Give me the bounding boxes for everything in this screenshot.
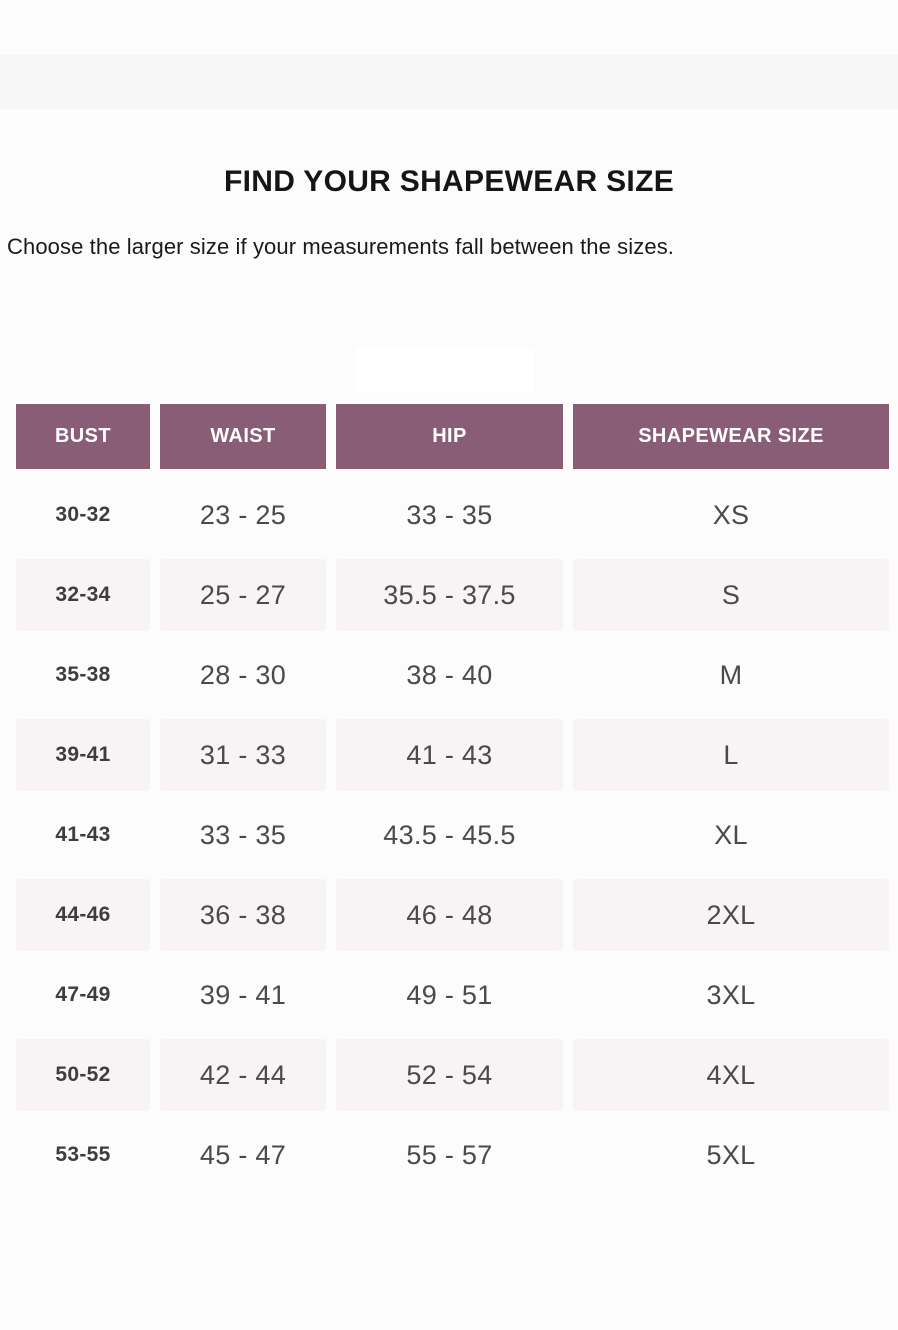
bust-cell: 53-55 [55,1143,111,1166]
table-row: 30-32 23 - 25 33 - 35 XS [16,475,889,555]
bust-cell: 30-32 [55,503,111,526]
background-band [0,55,898,109]
waist-cell: 23 - 25 [199,499,287,530]
waist-cell: 39 - 41 [199,979,287,1010]
size-cell: XS [712,499,750,530]
bust-cell: 32-34 [16,555,150,635]
waist-cell: 42 - 44 [160,1035,326,1115]
background-patch [356,348,534,392]
size-cell: S [573,555,889,635]
waist-cell: 36 - 38 [160,875,326,955]
hip-cell: 52 - 54 [336,1035,563,1115]
hip-cell: 38 - 40 [406,659,493,690]
column-header-bust: BUST [16,404,150,469]
hip-cell: 35.5 - 37.5 [336,555,563,635]
column-header-waist: WAIST [160,404,326,469]
table-row: 32-34 25 - 27 35.5 - 37.5 S [16,555,889,635]
waist-cell: 45 - 47 [199,1139,287,1170]
hip-cell: 55 - 57 [406,1139,493,1170]
table-row: 53-55 45 - 47 55 - 57 5XL [16,1115,889,1195]
waist-cell: 28 - 30 [199,659,287,690]
column-header-shapewear-size: SHAPEWEAR SIZE [573,404,889,469]
bust-cell: 47-49 [55,983,111,1006]
table-row: 35-38 28 - 30 38 - 40 M [16,635,889,715]
hip-cell: 41 - 43 [336,715,563,795]
table-header-row: BUST WAIST HIP SHAPEWEAR SIZE [16,404,889,469]
table-row: 44-46 36 - 38 46 - 48 2XL [16,875,889,955]
bust-cell: 44-46 [16,875,150,955]
waist-cell: 31 - 33 [160,715,326,795]
waist-cell: 25 - 27 [160,555,326,635]
size-chart-table: BUST WAIST HIP SHAPEWEAR SIZE 30-32 23 -… [16,404,889,1195]
table-row: 39-41 31 - 33 41 - 43 L [16,715,889,795]
size-cell: 2XL [573,875,889,955]
size-cell: 3XL [706,979,756,1010]
bust-cell: 35-38 [55,663,111,686]
size-cell: 4XL [573,1035,889,1115]
size-cell: 5XL [706,1139,756,1170]
bust-cell: 41-43 [55,823,111,846]
page-title: FIND YOUR SHAPEWEAR SIZE [223,165,675,198]
table-row: 41-43 33 - 35 43.5 - 45.5 XL [16,795,889,875]
page-subtitle: Choose the larger size if your measureme… [7,234,675,259]
size-cell: L [573,715,889,795]
size-cell: M [719,659,743,690]
column-header-hip: HIP [336,404,563,469]
bust-cell: 39-41 [16,715,150,795]
bust-cell: 50-52 [16,1035,150,1115]
waist-cell: 33 - 35 [199,819,287,850]
hip-cell: 43.5 - 45.5 [383,819,516,850]
size-cell: XL [714,819,748,850]
table-row: 47-49 39 - 41 49 - 51 3XL [16,955,889,1035]
hip-cell: 33 - 35 [406,499,493,530]
hip-cell: 49 - 51 [406,979,493,1010]
hip-cell: 46 - 48 [336,875,563,955]
table-row: 50-52 42 - 44 52 - 54 4XL [16,1035,889,1115]
